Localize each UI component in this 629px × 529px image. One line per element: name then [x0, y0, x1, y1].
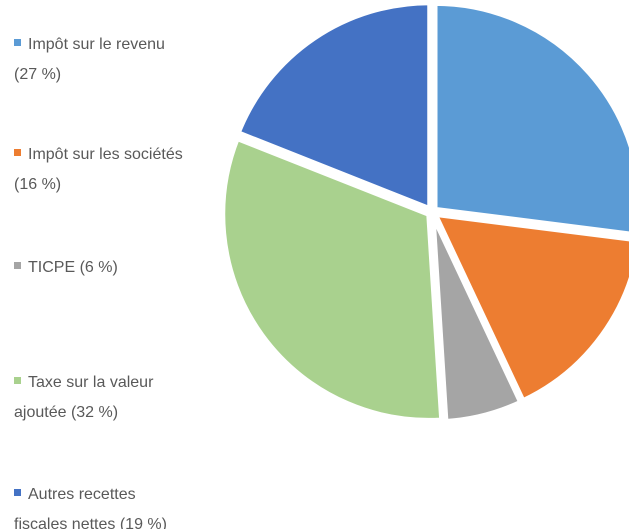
legend-item: Impôt sur le revenu (27 %)	[14, 30, 192, 90]
legend-label: Impôt sur les sociétés	[28, 146, 183, 163]
legend-label: Impôt sur le revenu	[28, 36, 165, 53]
pie-slice	[431, 211, 629, 405]
legend-item: Taxe sur la valeur ajoutée (32 %)	[14, 368, 192, 428]
legend-swatch	[14, 149, 21, 157]
pie-slice	[220, 135, 445, 423]
pie-slice	[430, 214, 525, 425]
pie-slice	[432, 0, 629, 237]
legend-swatch	[14, 377, 21, 385]
legend-item: Impôt sur les sociétés (16 %)	[14, 140, 192, 200]
legend-swatch	[14, 489, 21, 497]
legend-label: TICPE	[28, 259, 76, 276]
legend-item: TICPE (6 %)	[14, 253, 192, 283]
legend-swatch	[14, 39, 21, 47]
legend-label: Taxe sur la valeur ajoutée	[14, 374, 154, 421]
legend-value: (16 %)	[14, 176, 62, 193]
legend-item: Autres recettes fiscales nettes (19 %)	[14, 480, 192, 529]
pie-slice	[234, 0, 433, 213]
legend-value: (19 %)	[119, 516, 167, 529]
legend-value: (32 %)	[70, 404, 119, 421]
legend-value: (27 %)	[14, 66, 62, 83]
legend-label: Autres recettes fiscales nettes	[14, 486, 136, 529]
legend-value: (6 %)	[79, 259, 118, 276]
legend-swatch	[14, 262, 21, 270]
